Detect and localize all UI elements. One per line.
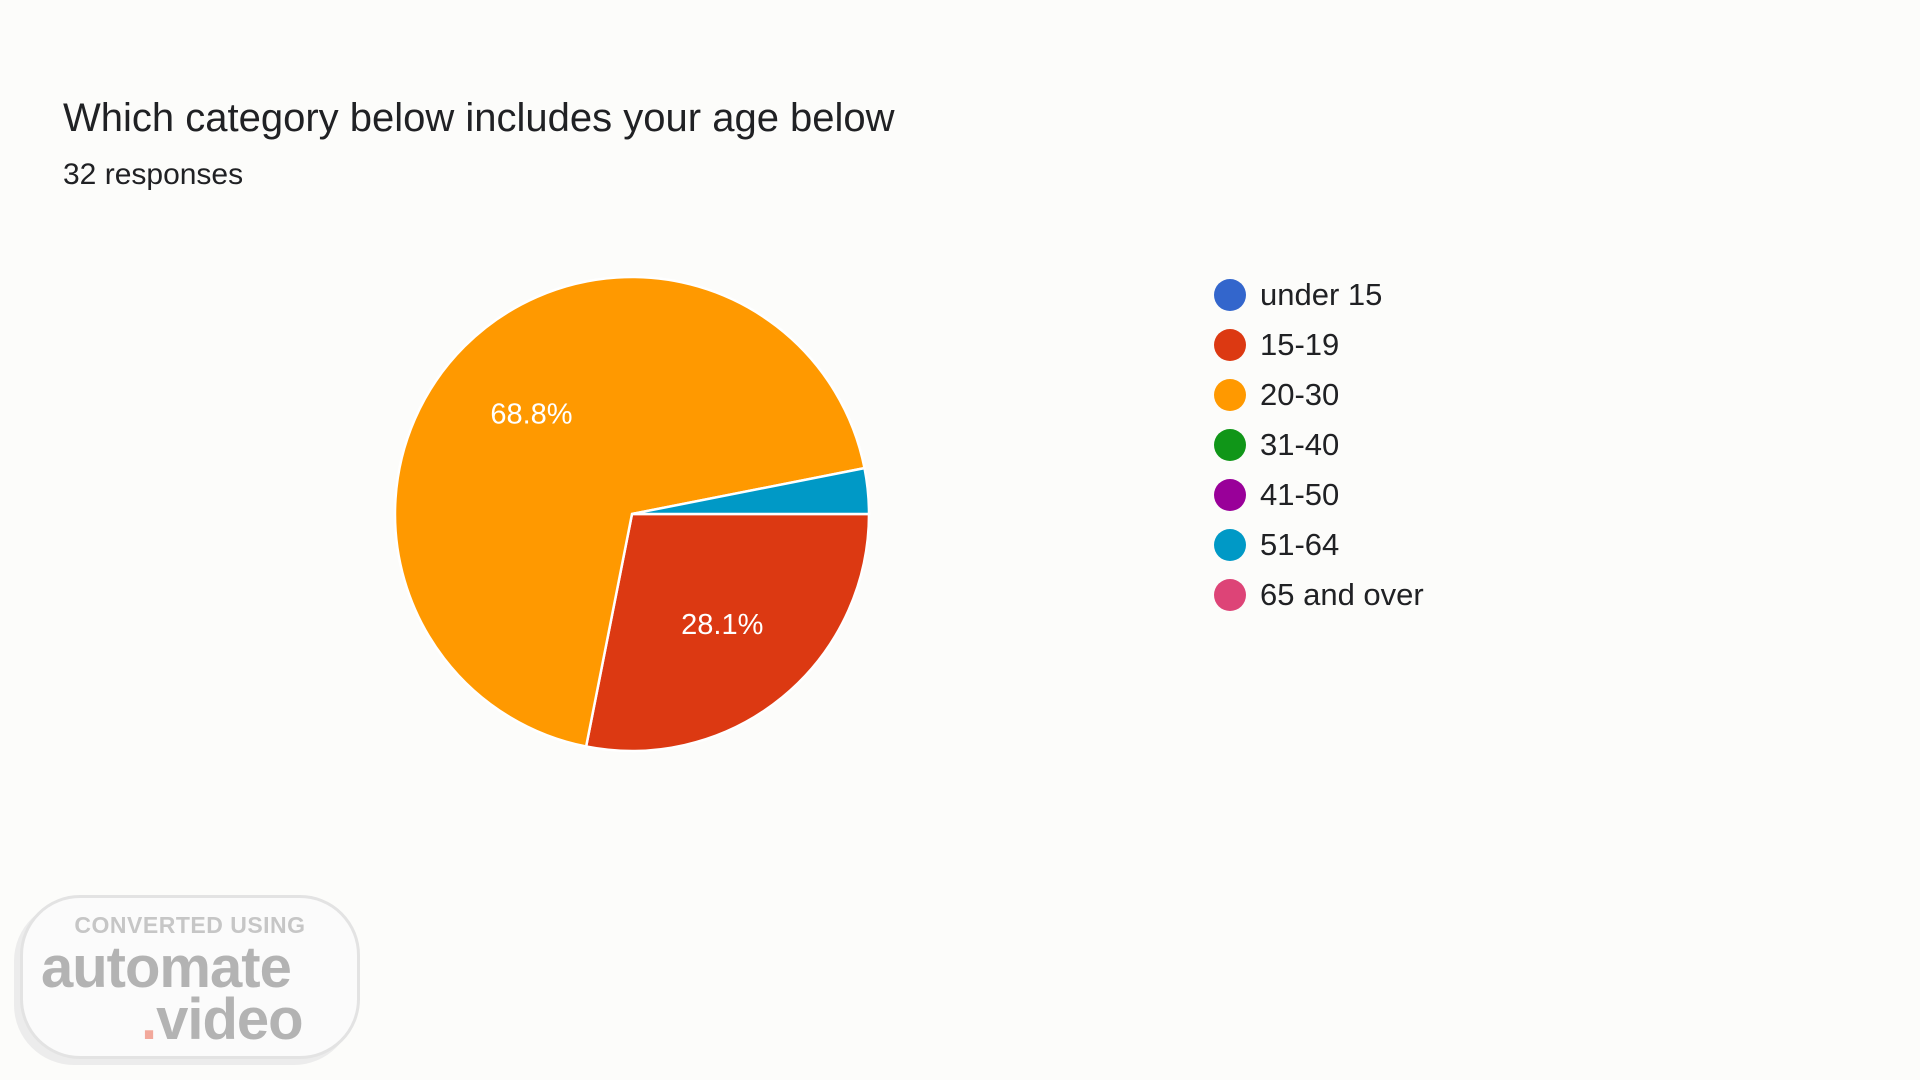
pie-slice-20-30 <box>393 275 866 748</box>
watermark-word-video-text: video <box>156 987 303 1052</box>
legend-label-under-15: under 15 <box>1260 277 1383 312</box>
watermark-word-video: .video <box>141 986 304 1053</box>
chart-legend: under 15 15-19 20-30 31-40 41-50 51-64 65 and … <box>1214 270 1424 620</box>
legend-swatch-under-15 <box>1214 279 1246 311</box>
legend-swatch-15-19 <box>1214 329 1246 361</box>
watermark-word-automate: automate <box>41 935 292 1000</box>
converted-using-watermark: CONVERTED USING automate .video <box>20 895 360 1059</box>
watermark-dot: . <box>141 987 157 1052</box>
legend-swatch-51-64 <box>1214 529 1246 561</box>
legend-label-65-and-over: 65 and over <box>1260 577 1424 612</box>
legend-label-15-19: 15-19 <box>1260 327 1340 362</box>
legend-item-31-40: 31-40 <box>1214 420 1424 470</box>
pie-label-20-30: 68.8% <box>490 398 572 430</box>
legend-item-65-and-over: 65 and over <box>1214 570 1424 620</box>
legend-item-41-50: 41-50 <box>1214 470 1424 520</box>
legend-item-20-30: 20-30 <box>1214 370 1424 420</box>
legend-swatch-41-50 <box>1214 479 1246 511</box>
legend-label-51-64: 51-64 <box>1260 527 1340 562</box>
pie-label-15-19: 28.1% <box>681 609 763 641</box>
legend-label-31-40: 31-40 <box>1260 427 1340 462</box>
pie-slice-51-64 <box>631 466 871 516</box>
legend-swatch-20-30 <box>1214 379 1246 411</box>
legend-label-41-50: 41-50 <box>1260 477 1340 512</box>
legend-label-20-30: 20-30 <box>1260 377 1340 412</box>
legend-item-under-15: under 15 <box>1214 270 1424 320</box>
response-count: 32 responses <box>63 158 244 191</box>
legend-swatch-65-and-over <box>1214 579 1246 611</box>
legend-item-51-64: 51-64 <box>1214 520 1424 570</box>
pie-slice-15-19 <box>584 512 871 753</box>
legend-swatch-31-40 <box>1214 429 1246 461</box>
watermark-caption: CONVERTED USING <box>74 912 306 938</box>
legend-item-15-19: 15-19 <box>1214 320 1424 370</box>
chart-title: Which category below includes your age b… <box>63 96 895 140</box>
